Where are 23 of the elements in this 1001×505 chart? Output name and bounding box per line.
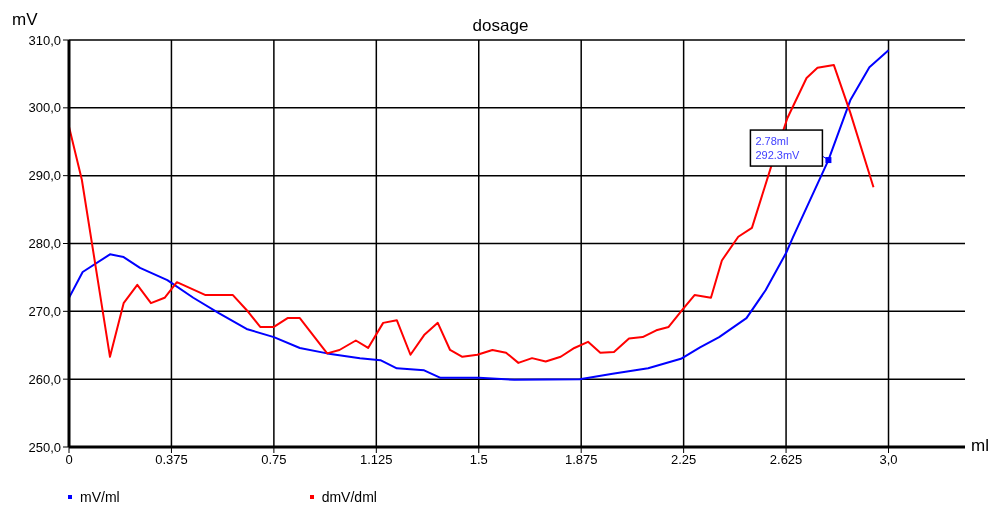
x-tick-label: 1.5 — [469, 452, 488, 468]
y-tick-label: 260,0 — [28, 371, 61, 387]
callout: 2.78ml 292.3mV — [749, 129, 832, 167]
y-tick-label: 310,0 — [28, 32, 61, 48]
y-tick-label: 280,0 — [28, 236, 61, 252]
x-tick-label: 1.875 — [564, 452, 598, 468]
x-tick-label: 0 — [65, 452, 73, 468]
y-axis-title: mV — [12, 10, 38, 30]
x-tick-label: 2.625 — [769, 452, 803, 468]
legend-label: dmV/dml — [321, 489, 377, 505]
y-tick-label: 290,0 — [28, 168, 61, 184]
x-tick-label: 3,0 — [879, 452, 898, 468]
x-tick-label: 0.75 — [261, 452, 287, 468]
annotation: 2.78ml 292.3mV — [755, 135, 801, 162]
legend-label: mV/ml — [80, 489, 120, 505]
y-tick-label: 250,0 — [28, 439, 61, 455]
x-tick-label: 0.375 — [155, 452, 188, 468]
y-tick-label: 300,0 — [28, 100, 61, 116]
x-tick-label: 1.125 — [360, 452, 393, 468]
x-axis-title: ml — [971, 436, 989, 456]
x-tick-label: 2.25 — [670, 452, 697, 468]
chart-title: dosage — [472, 16, 529, 35]
y-tick-label: 270,0 — [28, 303, 61, 319]
